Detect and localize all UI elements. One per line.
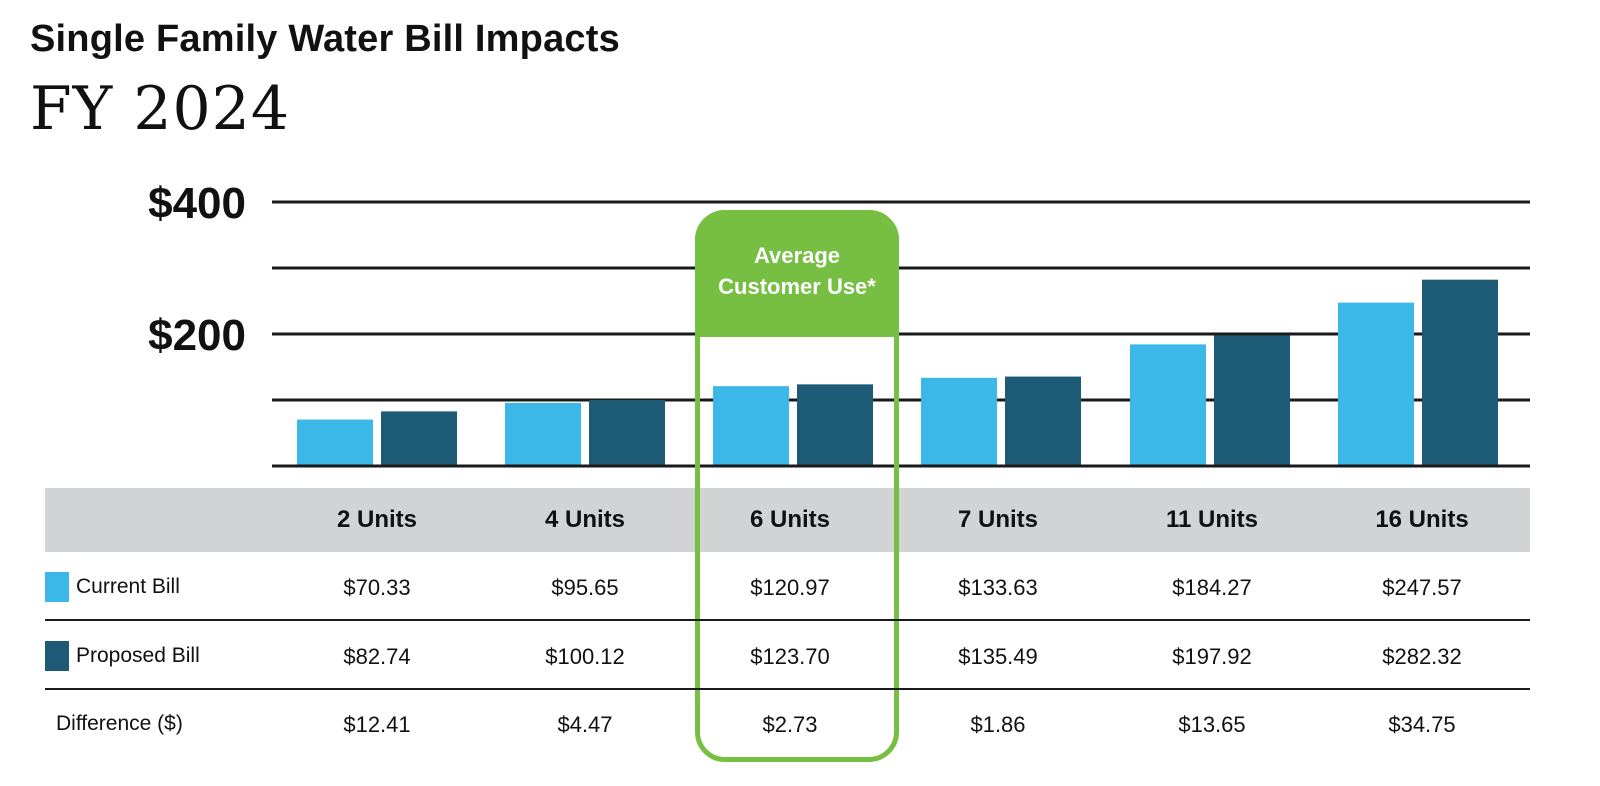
table-header-band	[45, 488, 1530, 552]
y-tick-label: $200	[148, 311, 246, 360]
proposed-bill-swatch	[45, 641, 69, 671]
current-bill-swatch	[45, 572, 69, 602]
column-header: 4 Units	[544, 506, 625, 533]
bar-current-bill	[1130, 344, 1206, 466]
row-label-current: Current Bill	[76, 575, 180, 598]
average-use-line1: Average	[753, 243, 840, 268]
bar-chart: $400 $200	[148, 179, 1530, 468]
bar-proposed-bill	[1214, 335, 1290, 466]
table-cell: $184.27	[1172, 575, 1252, 600]
table-cell: $82.74	[343, 644, 411, 669]
bar-current-bill	[297, 419, 373, 466]
table-cell: $282.32	[1382, 644, 1462, 669]
bar-current-bill	[505, 402, 581, 466]
table-cell: $1.86	[970, 712, 1026, 737]
row-label-difference: Difference ($)	[56, 712, 183, 735]
bar-current-bill	[713, 386, 789, 466]
table-cell: $34.75	[1388, 712, 1456, 737]
table-cell: $100.12	[545, 644, 625, 669]
average-use-line2: Customer Use*	[718, 274, 876, 299]
column-header: 7 Units	[957, 506, 1038, 533]
bar-current-bill	[921, 377, 997, 466]
chart-subtitle: FY 2024	[30, 74, 291, 144]
table-cell: $247.57	[1382, 575, 1462, 600]
average-use-label: Average Customer Use*	[695, 240, 899, 302]
table-cell: $197.92	[1172, 644, 1252, 669]
table-cell: $2.73	[762, 712, 818, 737]
table-cell: $120.97	[750, 575, 830, 600]
table-cell: $70.33	[343, 575, 411, 600]
table-divider	[45, 688, 1530, 690]
bar-proposed-bill	[589, 399, 665, 466]
column-header: 6 Units	[749, 506, 830, 533]
bar-current-bill	[1338, 302, 1414, 466]
table-cell: $95.65	[551, 575, 619, 600]
y-tick-label: $400	[148, 179, 246, 228]
table-cell: $135.49	[958, 644, 1038, 669]
column-header: 11 Units	[1165, 506, 1259, 533]
chart-title: Single Family Water Bill Impacts	[30, 18, 620, 60]
table-cell: $12.41	[343, 712, 411, 737]
bar-proposed-bill	[1005, 376, 1081, 466]
row-label-proposed: Proposed Bill	[76, 644, 200, 667]
column-header: 16 Units	[1375, 506, 1469, 533]
column-header: 2 Units	[336, 506, 417, 533]
table-cell: $123.70	[750, 644, 830, 669]
table-cell: $13.65	[1178, 712, 1246, 737]
bar-proposed-bill	[797, 384, 873, 466]
table-cell: $4.47	[557, 712, 613, 737]
bar-proposed-bill	[381, 411, 457, 466]
average-use-outline	[695, 210, 899, 762]
bar-proposed-bill	[1422, 279, 1498, 466]
average-use-header	[695, 210, 899, 337]
table-divider	[45, 619, 1530, 621]
table-cell: $133.63	[958, 575, 1038, 600]
